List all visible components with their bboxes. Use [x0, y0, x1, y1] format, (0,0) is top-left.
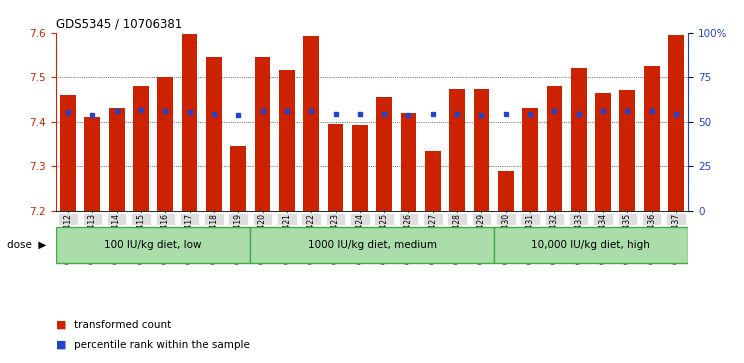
Bar: [254, 57, 271, 211]
Bar: [668, 35, 684, 211]
FancyBboxPatch shape: [399, 213, 418, 225]
Text: GSM1502416: GSM1502416: [161, 213, 170, 264]
Bar: [109, 108, 124, 211]
Text: GSM1502426: GSM1502426: [404, 213, 413, 264]
Text: GSM1502417: GSM1502417: [185, 213, 194, 264]
Text: 10,000 IU/kg diet, high: 10,000 IU/kg diet, high: [531, 240, 650, 250]
Bar: [493, 227, 688, 263]
FancyBboxPatch shape: [618, 213, 637, 225]
Text: transformed count: transformed count: [74, 320, 172, 330]
FancyBboxPatch shape: [569, 213, 589, 225]
Text: GSM1502437: GSM1502437: [672, 213, 681, 264]
Bar: [425, 151, 440, 211]
Text: percentile rank within the sample: percentile rank within the sample: [74, 340, 250, 350]
Bar: [251, 227, 493, 263]
Text: GSM1502435: GSM1502435: [623, 213, 632, 264]
Bar: [60, 95, 76, 211]
Bar: [157, 77, 173, 211]
Bar: [498, 171, 513, 211]
Text: GSM1502430: GSM1502430: [501, 213, 510, 264]
FancyBboxPatch shape: [278, 213, 297, 225]
Text: GDS5345 / 10706381: GDS5345 / 10706381: [56, 17, 182, 30]
Bar: [473, 89, 490, 211]
Bar: [571, 68, 587, 211]
FancyBboxPatch shape: [180, 213, 199, 225]
FancyBboxPatch shape: [545, 213, 564, 225]
Text: GSM1502428: GSM1502428: [452, 213, 461, 264]
Text: GSM1502414: GSM1502414: [112, 213, 121, 264]
Text: GSM1502433: GSM1502433: [574, 213, 583, 264]
Text: GSM1502422: GSM1502422: [307, 213, 315, 264]
Bar: [595, 93, 611, 211]
FancyBboxPatch shape: [423, 213, 443, 225]
Text: GSM1502418: GSM1502418: [209, 213, 219, 264]
FancyBboxPatch shape: [350, 213, 370, 225]
FancyBboxPatch shape: [447, 213, 467, 225]
FancyBboxPatch shape: [472, 213, 491, 225]
Bar: [352, 125, 368, 211]
Text: 1000 IU/kg diet, medium: 1000 IU/kg diet, medium: [307, 240, 437, 250]
Bar: [376, 97, 392, 211]
FancyBboxPatch shape: [496, 213, 516, 225]
Bar: [620, 90, 635, 211]
FancyBboxPatch shape: [594, 213, 613, 225]
FancyBboxPatch shape: [228, 213, 248, 225]
FancyBboxPatch shape: [301, 213, 321, 225]
Text: GSM1502415: GSM1502415: [136, 213, 145, 264]
Text: ■: ■: [56, 320, 66, 330]
Bar: [327, 124, 344, 211]
Bar: [133, 86, 149, 211]
Bar: [56, 227, 251, 263]
Text: GSM1502427: GSM1502427: [429, 213, 437, 264]
FancyBboxPatch shape: [155, 213, 175, 225]
Text: GSM1502425: GSM1502425: [379, 213, 388, 264]
FancyBboxPatch shape: [131, 213, 151, 225]
FancyBboxPatch shape: [107, 213, 126, 225]
Bar: [522, 108, 538, 211]
Bar: [304, 36, 319, 211]
Text: GSM1502424: GSM1502424: [356, 213, 365, 264]
FancyBboxPatch shape: [374, 213, 394, 225]
Bar: [206, 57, 222, 211]
FancyBboxPatch shape: [520, 213, 540, 225]
Text: GSM1502432: GSM1502432: [550, 213, 559, 264]
FancyBboxPatch shape: [58, 213, 77, 225]
FancyBboxPatch shape: [667, 213, 686, 225]
Text: GSM1502436: GSM1502436: [647, 213, 656, 264]
Text: GSM1502412: GSM1502412: [63, 213, 72, 264]
FancyBboxPatch shape: [83, 213, 102, 225]
FancyBboxPatch shape: [253, 213, 272, 225]
Text: 100 IU/kg diet, low: 100 IU/kg diet, low: [104, 240, 202, 250]
Bar: [182, 34, 197, 211]
Text: GSM1502429: GSM1502429: [477, 213, 486, 264]
Text: GSM1502413: GSM1502413: [88, 213, 97, 264]
Text: GSM1502421: GSM1502421: [283, 213, 292, 264]
Bar: [449, 89, 465, 211]
Text: GSM1502419: GSM1502419: [234, 213, 243, 264]
Bar: [547, 86, 562, 211]
Text: GSM1502423: GSM1502423: [331, 213, 340, 264]
Text: GSM1502431: GSM1502431: [525, 213, 535, 264]
FancyBboxPatch shape: [642, 213, 661, 225]
Bar: [231, 146, 246, 211]
Text: GSM1502420: GSM1502420: [258, 213, 267, 264]
Bar: [279, 70, 295, 211]
Text: dose  ▶: dose ▶: [7, 240, 47, 250]
Bar: [400, 113, 417, 211]
Text: GSM1502434: GSM1502434: [599, 213, 608, 264]
Text: ■: ■: [56, 340, 66, 350]
Bar: [84, 117, 100, 211]
Bar: [644, 66, 660, 211]
FancyBboxPatch shape: [204, 213, 224, 225]
FancyBboxPatch shape: [326, 213, 345, 225]
